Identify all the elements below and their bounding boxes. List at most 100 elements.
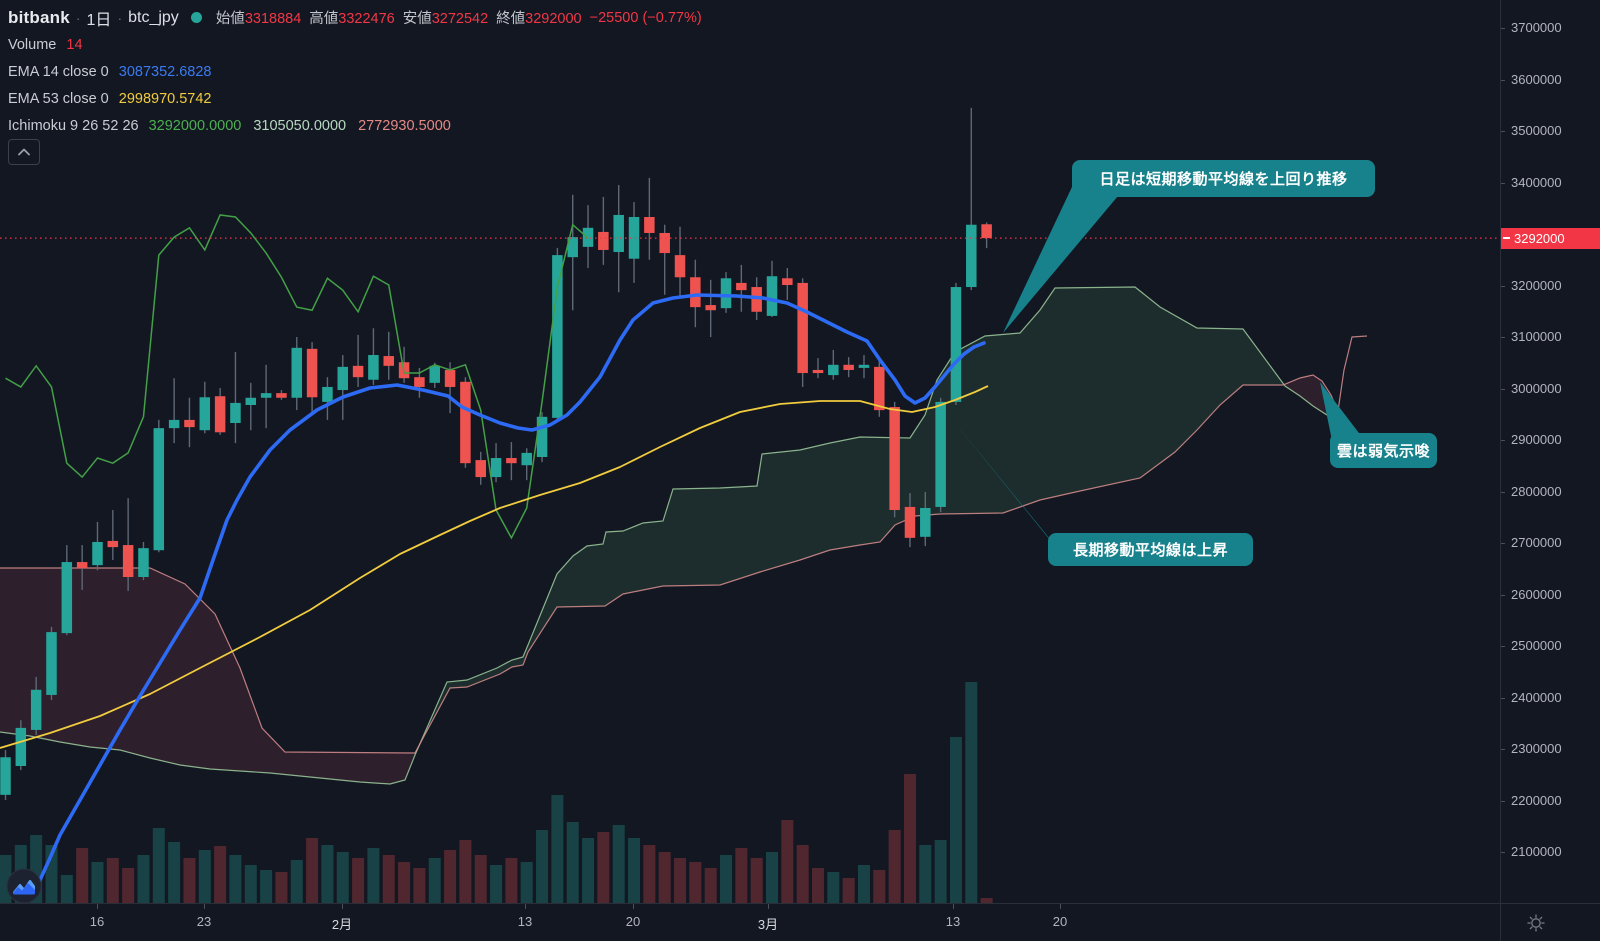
time-axis-label: 23	[196, 914, 212, 929]
candle	[766, 276, 778, 316]
candle	[567, 237, 578, 258]
candle	[628, 217, 640, 259]
volume-bar	[520, 862, 533, 903]
ichimoku-legend-row[interactable]: Ichimoku 9 26 52 26 3292000.0000 3105050…	[8, 112, 702, 139]
volume-bar	[444, 850, 457, 903]
symbol-name: bitbank	[8, 7, 70, 27]
time-axis[interactable]: 16 23 2月 13 20 3月 13 20	[0, 903, 1500, 941]
volume-bar	[842, 878, 855, 903]
time-axis-label: 13	[517, 914, 533, 929]
legend-separator: ·	[117, 9, 123, 26]
time-axis-tick	[525, 904, 526, 909]
volume-bar	[244, 865, 257, 903]
ema14-legend-row[interactable]: EMA 14 close 0 3087352.6828	[8, 58, 702, 85]
chart-provider-logo[interactable]	[6, 868, 42, 904]
price-axis-tick	[1501, 285, 1505, 287]
time-axis-tick	[953, 904, 954, 909]
candle	[843, 364, 854, 370]
chart-legend: bitbank · 1日 · btc_jpy 始値3318884 高値33224…	[8, 4, 702, 139]
time-axis-label: 16	[89, 914, 105, 929]
volume-bar	[934, 840, 947, 903]
price-axis-tick	[1501, 440, 1505, 441]
chart-area[interactable]: bitbank · 1日 · btc_jpy 始値3318884 高値33224…	[0, 0, 1500, 904]
volume-bar	[168, 842, 181, 903]
mountain-chart-logo-icon	[6, 868, 42, 904]
price-chart-canvas[interactable]	[0, 0, 1500, 903]
gear-icon[interactable]	[1527, 913, 1545, 932]
annotation-callout[interactable]: 雲は弱気示唆	[1330, 433, 1437, 468]
candle	[966, 224, 977, 288]
candle	[168, 419, 180, 429]
candle	[322, 386, 333, 402]
price-axis-label: 3000000	[1511, 380, 1562, 396]
volume-label: Volume	[8, 36, 57, 53]
price-axis-tick	[1501, 79, 1505, 81]
change-value: −25500 (−0.77%)	[589, 9, 702, 26]
volume-value: 14	[66, 36, 83, 53]
candle	[920, 507, 931, 537]
volume-bar	[566, 822, 579, 903]
symbol-legend-row[interactable]: bitbank · 1日 · btc_jpy 始値3318884 高値33224…	[8, 4, 702, 31]
volume-bar	[0, 855, 12, 903]
candle	[122, 545, 134, 577]
volume-bar	[505, 858, 518, 903]
candle	[659, 232, 670, 254]
candle	[950, 287, 962, 402]
candle	[368, 355, 379, 380]
time-axis-label: 20	[625, 914, 641, 929]
ichimoku-label: Ichimoku 9 26 52 26	[8, 117, 139, 134]
price-axis[interactable]: 3700000 3600000 3500000 3400000 3200000 31000…	[1500, 0, 1600, 903]
candle	[444, 369, 456, 387]
volume-bar	[980, 898, 993, 903]
volume-bar	[628, 838, 641, 903]
ema53-legend-row[interactable]: EMA 53 close 0 2998970.5742	[8, 85, 702, 112]
candle	[935, 401, 946, 507]
candle	[475, 460, 486, 478]
ohlc-low: 安値3272542	[402, 11, 489, 27]
ichimoku-value-1: 3292000.0000	[148, 117, 242, 134]
volume-bar	[827, 872, 840, 903]
candle	[414, 377, 425, 387]
candle	[429, 365, 440, 383]
candle	[138, 548, 149, 577]
annotation-callout[interactable]: 日足は短期移動平均線を上回り推移	[1072, 160, 1375, 197]
candle	[598, 231, 609, 250]
axis-settings-corner[interactable]	[1500, 903, 1600, 941]
time-axis-tick	[1060, 904, 1061, 909]
candle	[858, 364, 870, 368]
price-axis-tick	[1501, 337, 1505, 338]
price-axis-tick	[1501, 28, 1505, 29]
volume-bar	[152, 828, 165, 903]
volume-bar	[643, 845, 656, 903]
candle	[337, 366, 349, 391]
price-axis-tick	[1501, 749, 1505, 750]
price-axis-tick	[1501, 697, 1505, 699]
price-axis-label: 2200000	[1511, 792, 1562, 808]
volume-bar	[60, 875, 73, 903]
market-status-dot	[190, 12, 202, 23]
candle	[736, 282, 747, 291]
volume-legend-row[interactable]: Volume 14	[8, 31, 702, 58]
volume-bar	[857, 865, 870, 903]
candle	[981, 224, 992, 239]
volume-bar	[352, 858, 365, 903]
volume-bar	[336, 852, 349, 903]
candle	[552, 255, 563, 418]
candle	[383, 356, 394, 366]
volume-bar	[459, 840, 472, 903]
ichimoku-value-2: 3105050.0000	[253, 117, 347, 134]
candle	[782, 278, 793, 285]
volume-bar	[919, 845, 932, 903]
collapse-legend-button[interactable]	[8, 139, 40, 165]
timeframe-label[interactable]: 1日	[86, 11, 112, 29]
volume-bar	[321, 845, 334, 903]
price-axis-label: 3600000	[1511, 71, 1562, 87]
price-axis-tick	[1501, 543, 1505, 544]
candle	[291, 347, 303, 398]
candle	[153, 428, 165, 551]
candle	[536, 416, 548, 457]
candle	[460, 381, 471, 464]
annotation-callout[interactable]: 長期移動平均線は上昇	[1048, 533, 1253, 566]
time-axis-tick	[633, 904, 634, 909]
volume-bar	[413, 868, 426, 903]
